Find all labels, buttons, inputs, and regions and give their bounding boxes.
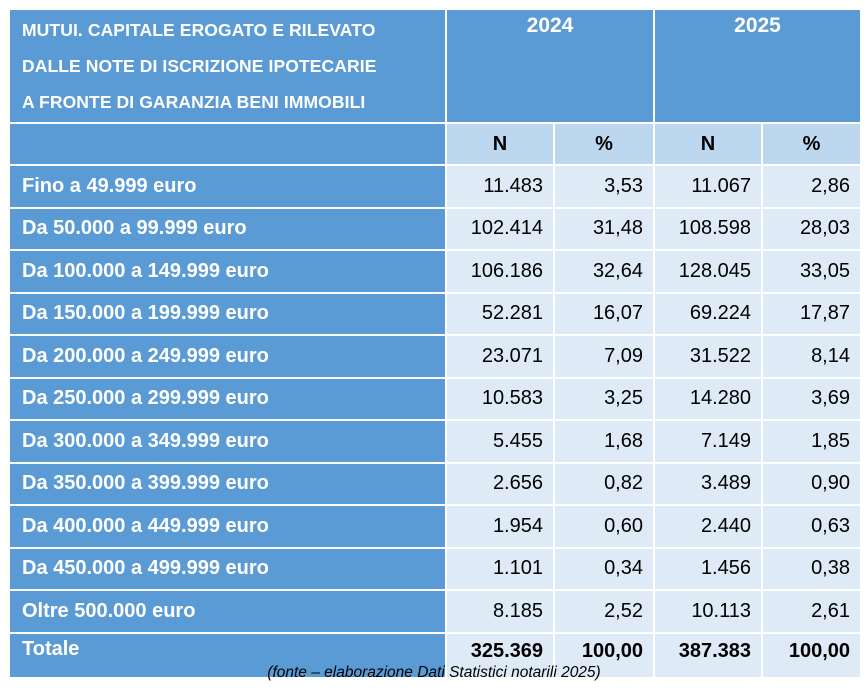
table-row: Da 350.000 a 399.999 euro 2.656 0,82 3.489 0… xyxy=(8,461,862,506)
cell-n-2024: 11.483 xyxy=(445,164,555,209)
table-row: Da 300.000 a 349.999 euro 5.455 1,68 7.149 1… xyxy=(8,419,862,464)
table-row: Da 100.000 a 149.999 euro 106.186 32,64 128… xyxy=(8,249,862,294)
cell-n-2024: 106.186 xyxy=(445,249,555,294)
column-header-pct-2025: % xyxy=(761,122,862,166)
cell-n-2025: 2.440 xyxy=(653,504,763,549)
row-label: Oltre 500.000 euro xyxy=(8,589,447,634)
total-label: Totale xyxy=(8,631,447,679)
row-label: Da 350.000 a 399.999 euro xyxy=(8,461,447,506)
column-header-n-2025: N xyxy=(653,122,763,166)
row-label: Da 50.000 a 99.999 euro xyxy=(8,206,447,251)
cell-pct-2024: 3,25 xyxy=(553,376,655,421)
cell-pct-2024: 0,34 xyxy=(553,546,655,591)
cell-n-2024: 10.583 xyxy=(445,376,555,421)
cell-n-2024: 52.281 xyxy=(445,291,555,336)
cell-pct-2025: 2,61 xyxy=(761,589,862,634)
table-row: Da 250.000 a 299.999 euro 10.583 3,25 14.28… xyxy=(8,376,862,421)
cell-n-2025: 69.224 xyxy=(653,291,763,336)
cell-pct-2024: 7,09 xyxy=(553,334,655,379)
cell-n-2025: 128.045 xyxy=(653,249,763,294)
cell-pct-2024: 16,07 xyxy=(553,291,655,336)
table-title: MUTUI. CAPITALE EROGATO E RILEVATO DALLE… xyxy=(8,8,447,124)
total-row: Totale 325.369 100,00 387.383 100,00 xyxy=(8,631,862,679)
cell-n-2024: 8.185 xyxy=(445,589,555,634)
table-row: Da 450.000 a 499.999 euro 1.101 0,34 1.456 0… xyxy=(8,546,862,591)
cell-n-2025: 3.489 xyxy=(653,461,763,506)
table-title-line: A FRONTE DI GARANZIA BENI IMMOBILI xyxy=(22,92,366,112)
table-row: Da 150.000 a 199.999 euro 52.281 16,07 69.2… xyxy=(8,291,862,336)
cell-pct-2024: 1,68 xyxy=(553,419,655,464)
year-header-2024: 2024 xyxy=(445,8,655,124)
cell-pct-2025: 28,03 xyxy=(761,206,862,251)
cell-pct-2024: 3,53 xyxy=(553,164,655,209)
column-subheader-row: N % N % xyxy=(8,122,862,166)
table-title-line: DALLE NOTE DI ISCRIZIONE IPOTECARIE xyxy=(22,56,377,76)
cell-n-2024: 5.455 xyxy=(445,419,555,464)
cell-pct-2025: 8,14 xyxy=(761,334,862,379)
cell-pct-2025: 2,86 xyxy=(761,164,862,209)
cell-pct-2024: 2,52 xyxy=(553,589,655,634)
cell-n-2024: 23.071 xyxy=(445,334,555,379)
row-label: Da 250.000 a 299.999 euro xyxy=(8,376,447,421)
statistics-table-container: MUTUI. CAPITALE EROGATO E RILEVATO DALLE… xyxy=(8,8,862,679)
cell-pct-2025: 33,05 xyxy=(761,249,862,294)
cell-pct-2025: 0,38 xyxy=(761,546,862,591)
column-header-pct-2024: % xyxy=(553,122,655,166)
row-label: Da 300.000 a 349.999 euro xyxy=(8,419,447,464)
cell-pct-2024: 31,48 xyxy=(553,206,655,251)
table-row: Oltre 500.000 euro 8.185 2,52 10.113 2,61 xyxy=(8,589,862,634)
cell-n-2025: 387.383 xyxy=(653,631,763,679)
cell-pct-2025: 1,85 xyxy=(761,419,862,464)
column-header-n-2024: N xyxy=(445,122,555,166)
cell-n-2024: 1.101 xyxy=(445,546,555,591)
cell-n-2025: 1.456 xyxy=(653,546,763,591)
cell-pct-2024: 100,00 xyxy=(553,631,655,679)
cell-n-2025: 7.149 xyxy=(653,419,763,464)
cell-n-2024: 325.369 xyxy=(445,631,555,679)
row-label: Da 400.000 a 449.999 euro xyxy=(8,504,447,549)
cell-pct-2025: 3,69 xyxy=(761,376,862,421)
cell-pct-2025: 17,87 xyxy=(761,291,862,336)
mortgage-statistics-table: MUTUI. CAPITALE EROGATO E RILEVATO DALLE… xyxy=(8,8,862,679)
table-row: Da 400.000 a 449.999 euro 1.954 0,60 2.440 0… xyxy=(8,504,862,549)
year-header-2025: 2025 xyxy=(653,8,862,124)
cell-n-2024: 2.656 xyxy=(445,461,555,506)
row-label: Da 200.000 a 249.999 euro xyxy=(8,334,447,379)
cell-n-2025: 10.113 xyxy=(653,589,763,634)
cell-n-2025: 31.522 xyxy=(653,334,763,379)
cell-n-2024: 102.414 xyxy=(445,206,555,251)
table-row: Da 50.000 a 99.999 euro 102.414 31,48 108.5… xyxy=(8,206,862,251)
table-row: Da 200.000 a 249.999 euro 23.071 7,09 31.52… xyxy=(8,334,862,379)
row-label: Da 150.000 a 199.999 euro xyxy=(8,291,447,336)
cell-n-2025: 108.598 xyxy=(653,206,763,251)
cell-pct-2024: 0,82 xyxy=(553,461,655,506)
source-caption: (fonte – elaborazione Dati Statistici no… xyxy=(267,664,601,681)
cell-pct-2025: 0,90 xyxy=(761,461,862,506)
subheader-blank-cell xyxy=(8,122,447,166)
cell-n-2025: 11.067 xyxy=(653,164,763,209)
cell-pct-2025: 0,63 xyxy=(761,504,862,549)
cell-pct-2024: 0,60 xyxy=(553,504,655,549)
row-label: Da 450.000 a 499.999 euro xyxy=(8,546,447,591)
row-label: Fino a 49.999 euro xyxy=(8,164,447,209)
table-row: Fino a 49.999 euro 11.483 3,53 11.067 2,86 xyxy=(8,164,862,209)
cell-pct-2024: 32,64 xyxy=(553,249,655,294)
cell-pct-2025: 100,00 xyxy=(761,631,862,679)
table-title-row: MUTUI. CAPITALE EROGATO E RILEVATO DALLE… xyxy=(8,8,862,124)
cell-n-2024: 1.954 xyxy=(445,504,555,549)
cell-n-2025: 14.280 xyxy=(653,376,763,421)
table-title-line: MUTUI. CAPITALE EROGATO E RILEVATO xyxy=(22,20,376,40)
row-label: Da 100.000 a 149.999 euro xyxy=(8,249,447,294)
